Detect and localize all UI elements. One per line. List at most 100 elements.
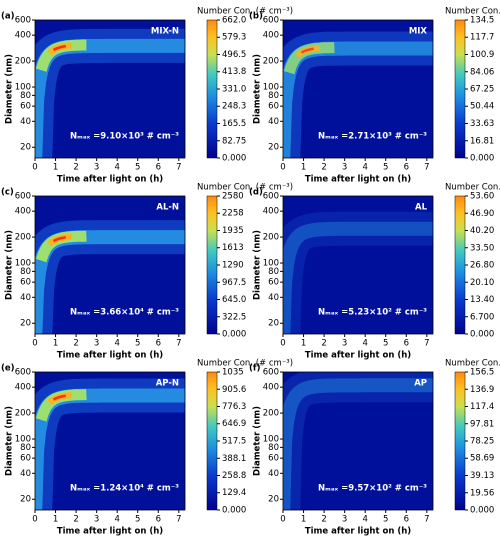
y-tick-label: 40 [268,117,279,127]
x-tick-label: 3 [342,339,347,349]
y-tick-label: 80 [20,91,31,101]
y-tick-label: 100 [263,83,279,93]
y-tick-label: 600 [15,368,31,378]
y-tick-label: 40 [20,117,31,127]
colorbar-tick-label: 322.5 [222,312,246,322]
colorbar-tick-label: 58.69 [470,454,494,464]
colorbar-tick-label: 331.0 [222,85,246,95]
colorbar-tick-label: 136.9 [470,385,494,395]
y-tick-label: 200 [15,57,31,67]
x-tick-label: 4 [114,163,119,173]
panel-title: AL-N [156,203,179,213]
x-tick-label: 1 [53,515,58,525]
y-tick-label: 60 [20,454,31,464]
hot-center [300,47,314,54]
x-tick-label: 4 [362,515,367,525]
y-tick-label: 60 [268,454,279,464]
x-tick-label: 3 [94,515,99,525]
hot-center [52,236,66,243]
colorbar-tick-label: 0.000 [222,154,246,164]
colorbar-tick-label: 645.0 [222,295,246,305]
x-tick-label: 6 [404,515,409,525]
x-tick-label: 7 [176,163,181,173]
colorbar-tick-label: 248.3 [222,102,246,112]
panel-title: MIX-N [151,27,179,37]
y-tick-label: 200 [263,409,279,419]
y-tick-label: 20 [268,495,279,505]
panel-label: (a) [1,12,15,22]
colorbar-tick-label: 13.40 [470,295,494,305]
main-band [283,221,433,334]
x-tick-label: 2 [321,515,326,525]
x-axis-title: Time after light on (h) [305,175,411,185]
panel-label: (b) [249,12,263,22]
x-tick-label: 5 [383,515,388,525]
colorbar-tick-label: 46.90 [470,209,494,219]
diffuse-band [283,211,433,334]
plot-frame [34,195,186,335]
colorbar-tick-label: 129.4 [222,488,246,498]
y-tick-label: 80 [20,267,31,277]
x-tick-label: 5 [383,163,388,173]
annotation: Nₘₐₓ =3.66×10⁴ # cm⁻³ [70,308,179,318]
colorbar-title: Number Con. (# cm⁻³) [197,359,293,369]
colorbar-tick-label: 134.5 [470,16,494,26]
y-tick-label: 20 [268,319,279,329]
colorbar-tick-label: 165.5 [222,119,246,129]
y-tick-label: 40 [20,293,31,303]
colorbar-title: Number Con. (# cm⁻³) [197,7,293,17]
y-tick-label: 400 [15,207,31,217]
y-tick-label: 20 [20,495,31,505]
x-tick-label: 7 [424,163,429,173]
colorbar-tick-label: 0.000 [470,154,494,164]
panel-label: (f) [249,364,261,374]
x-tick-label: 0 [32,163,37,173]
x-axis-title: Time after light on (h) [305,527,411,537]
y-tick-label: 600 [263,16,279,26]
colorbar-tick-label: 579.3 [222,33,246,43]
colorbar-tick-label: 117.7 [470,33,494,43]
colorbar-tick-label: 26.80 [470,261,494,271]
colorbar-tick-label: 53.60 [470,192,494,202]
colorbar-tick-label: 78.25 [470,437,494,447]
y-tick-label: 200 [263,57,279,67]
x-tick-label: 2 [73,163,78,173]
colorbar-tick-label: 16.81 [470,136,494,146]
annotation: Nₘₐₓ =1.24×10⁴ # cm⁻³ [70,484,179,494]
y-tick-label: 80 [268,267,279,277]
x-tick-label: 1 [301,163,306,173]
x-tick-label: 4 [114,515,119,525]
colorbar [206,371,218,511]
colorbar-tick-label: 646.9 [222,419,246,429]
y-tick-label: 400 [263,383,279,393]
y-tick-label: 100 [263,259,279,269]
colorbar-tick-label: 905.6 [222,385,246,395]
colorbar-tick-label: 97.81 [470,419,494,429]
y-tick-label: 40 [268,469,279,479]
diffuse-band [283,372,433,510]
colorbar-tick-label: 6.700 [470,312,494,322]
x-tick-label: 4 [362,163,367,173]
x-tick-label: 0 [32,339,37,349]
x-axis-title: Time after light on (h) [57,351,163,361]
colorbar-tick-label: 0.000 [222,506,246,516]
heatmap [283,211,433,334]
heatmap [35,220,185,334]
y-tick-label: 400 [263,207,279,217]
y-tick-label: 200 [15,409,31,419]
colorbar-tick-label: 2580 [222,192,244,202]
hot-center [52,44,67,52]
plot-frame [282,19,434,159]
heatmap [35,28,185,158]
x-tick-label: 3 [94,339,99,349]
x-tick-label: 3 [94,163,99,173]
colorbar-tick-label: 82.75 [222,136,246,146]
x-tick-label: 4 [362,339,367,349]
annotation: Nₘₐₓ =9.57×10² # cm⁻³ [318,484,427,494]
y-tick-label: 400 [15,383,31,393]
y-tick-label: 600 [263,368,279,378]
colorbar-tick-label: 20.10 [470,278,494,288]
